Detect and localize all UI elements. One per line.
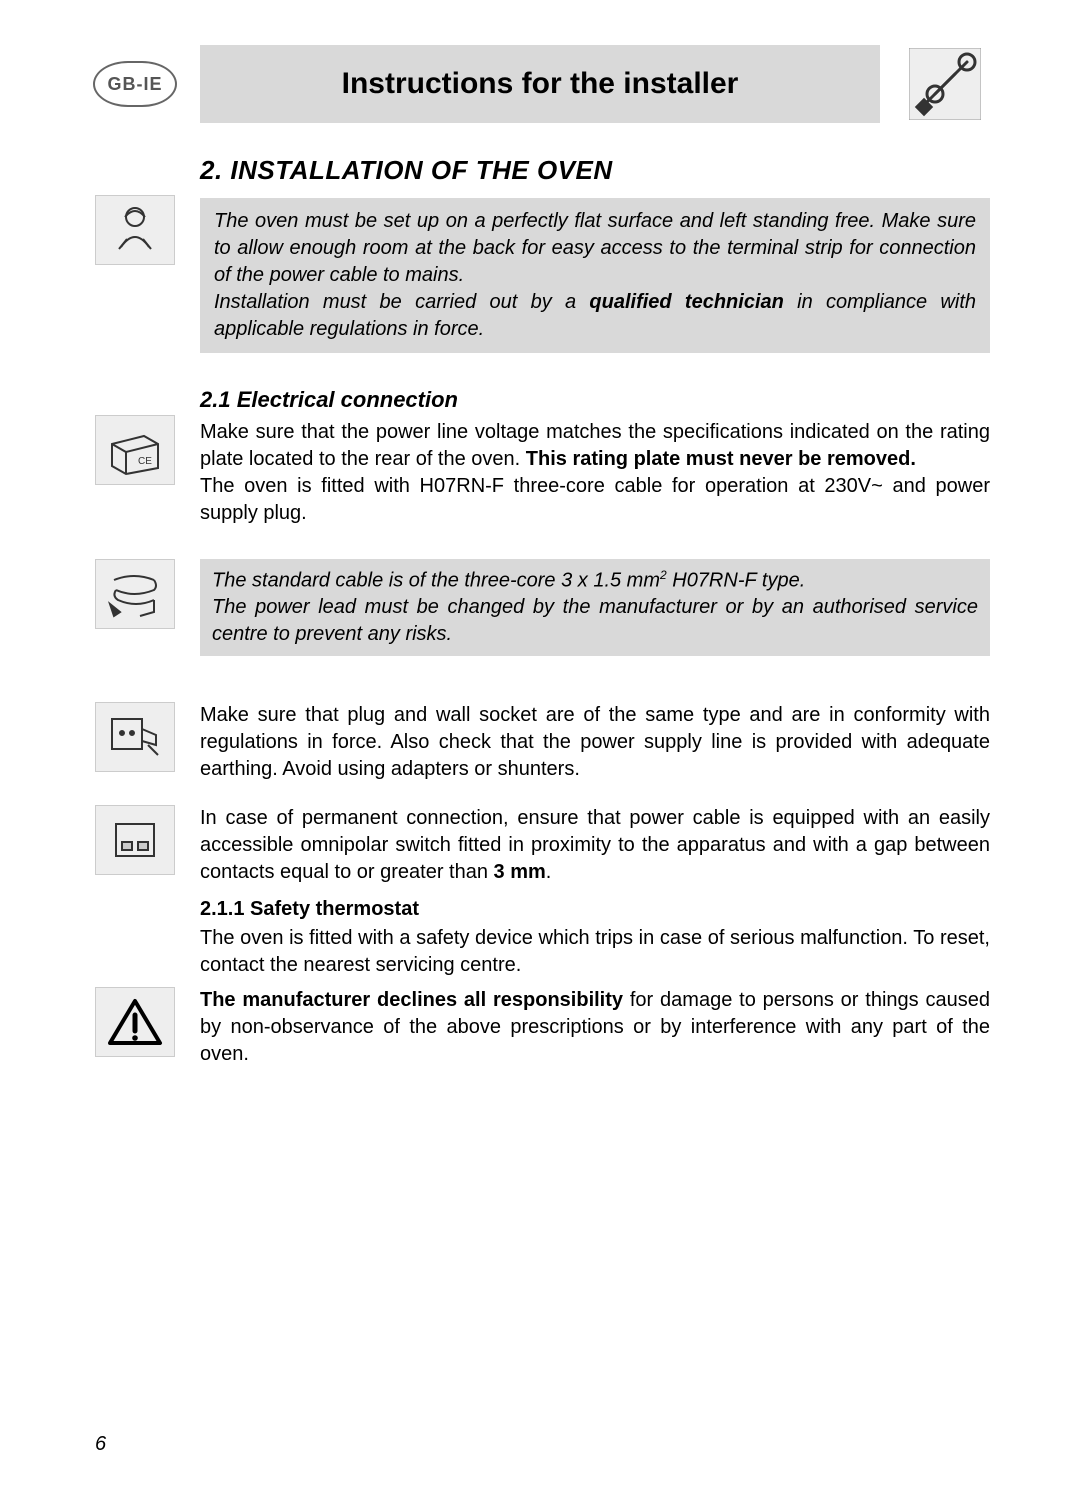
plug-note-p: Make sure that plug and wall socket are … [200, 702, 990, 783]
installer-icon-col [90, 153, 180, 353]
tools-icon [909, 48, 981, 120]
installer-person-icon [95, 195, 175, 265]
manual-page: GB-IE Instructions for the installer [0, 0, 1080, 1511]
plug-icon-col [90, 702, 180, 783]
perm-before: In case of permanent connection, ensure … [200, 807, 990, 883]
cable-line1-suffix: H07RN-F type. [667, 569, 806, 591]
safety-thermostat-text: The oven is fitted with a safety device … [200, 925, 990, 979]
title-bar: Instructions for the installer [200, 45, 880, 123]
tools-icon-box [900, 48, 990, 120]
plug-socket-icon [95, 702, 175, 772]
language-badge: GB-IE [93, 61, 177, 107]
omnipolar-switch-icon [95, 805, 175, 875]
cable-line2: The power lead must be changed by the ma… [212, 596, 978, 645]
disclaimer-p: The manufacturer declines all responsibi… [200, 987, 990, 1068]
perm-after: . [546, 861, 552, 883]
subsection-2-1-p2: The oven is fitted with H07RN-F three-co… [200, 473, 990, 527]
section-2-row: 2. INSTALLATION OF THE OVEN The oven mus… [90, 153, 990, 353]
subsection-2-1-text: 2.1 Electrical connection Make sure that… [200, 385, 990, 527]
intro-bold: qualified technician [589, 291, 783, 313]
disclaimer-bold: The manufacturer declines all responsibi… [200, 989, 623, 1011]
p1-bold: This rating plate must never be removed. [526, 448, 916, 470]
subsection-2-1-row: CE 2.1 Electrical connection Make sure t… [90, 385, 990, 527]
svg-text:CE: CE [138, 456, 152, 467]
section-2-heading: 2. INSTALLATION OF THE OVEN [200, 153, 990, 188]
cable-note-block: The standard cable is of the three-core … [200, 559, 990, 657]
disclaimer-row: The manufacturer declines all responsibi… [90, 987, 990, 1068]
cable-line1-sup: 2 [660, 568, 667, 582]
perm-bold: 3 mm [494, 861, 546, 883]
permanent-conn-row: In case of permanent connection, ensure … [90, 805, 990, 979]
cable-note-text: The standard cable is of the three-core … [200, 559, 990, 657]
disclaimer-text: The manufacturer declines all responsibi… [200, 987, 990, 1068]
section-2-text: 2. INSTALLATION OF THE OVEN The oven mus… [200, 153, 990, 353]
subsection-2-1-p1: Make sure that the power line voltage ma… [200, 419, 990, 473]
cable-coil-icon [95, 559, 175, 629]
plug-note-row: Make sure that plug and wall socket are … [90, 702, 990, 783]
permanent-conn-text: In case of permanent connection, ensure … [200, 805, 990, 979]
safety-thermostat-heading: 2.1.1 Safety thermostat [200, 896, 990, 923]
page-number: 6 [95, 1433, 106, 1456]
subsection-2-1-heading: 2.1 Electrical connection [200, 385, 990, 415]
warning-triangle-icon [95, 987, 175, 1057]
warning-icon-col [90, 987, 180, 1068]
page-title: Instructions for the installer [342, 67, 739, 101]
cable-icon-col [90, 559, 180, 657]
switch-icon-col [90, 805, 180, 979]
plug-note-text: Make sure that plug and wall socket are … [200, 702, 990, 783]
language-badge-box: GB-IE [90, 61, 180, 107]
cable-note-row: The standard cable is of the three-core … [90, 559, 990, 657]
section-2-intro: The oven must be set up on a perfectly f… [200, 198, 990, 353]
rating-plate-icon: CE [95, 415, 175, 485]
cable-line1-prefix: The standard cable is of the three-core … [212, 569, 660, 591]
rating-plate-icon-col: CE [90, 385, 180, 527]
header-row: GB-IE Instructions for the installer [90, 45, 990, 123]
permanent-conn-p: In case of permanent connection, ensure … [200, 805, 990, 886]
